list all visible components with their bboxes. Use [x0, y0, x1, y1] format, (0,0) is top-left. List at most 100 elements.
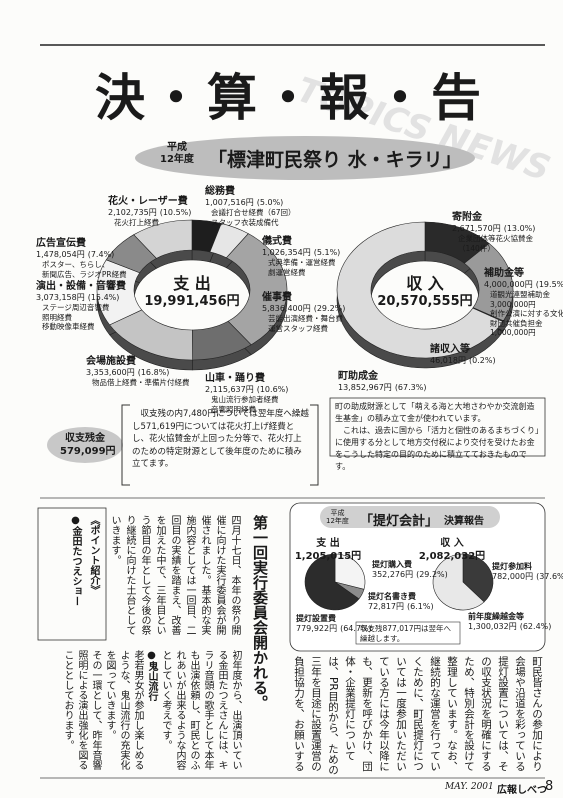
note-line: 町の助成財源として「萌える海と大地さわやか交流創造生基金」の積み立て金が使われて…	[335, 402, 535, 423]
item-amount-line: 352,276円 (29.2%)	[372, 570, 448, 580]
title: 決・算・報・告	[95, 68, 487, 127]
chart-label: 支 出	[316, 538, 340, 549]
item-percent: (7.4%)	[87, 250, 115, 259]
remark-box	[355, 621, 461, 645]
paragraph: 初年度から、出演頂いている金田たつえさんには、キラリ音頭の歌手として本年も出演依…	[160, 650, 241, 770]
item-name: 提灯設置費	[296, 614, 336, 623]
item-note: 3,000,000円	[490, 299, 536, 309]
item-note: 道観光連盟補助金	[490, 290, 550, 299]
item-note: スタッフ衣装成備代	[211, 217, 279, 227]
lantern-title: 「提灯会計」	[360, 514, 439, 529]
slice-label: 催事費 5,836,400円 (29.2%) 芸能出演経費・舞台費 運営スタッフ経費	[262, 292, 345, 333]
lantern-box	[289, 502, 546, 652]
item-note: 鬼山流行参加者経費	[211, 395, 279, 404]
item-name: 補助金等	[484, 268, 524, 279]
item-percent: (29.2%)	[416, 570, 448, 579]
balance-bg	[47, 427, 123, 463]
item-note: 創作公演に対する文化	[490, 309, 563, 318]
item-note: ポスター、ちらし、	[42, 260, 110, 269]
item-percent: (0.2%)	[469, 356, 496, 365]
item-amount: 3,353,600円	[86, 368, 135, 377]
slice	[432, 553, 485, 611]
balance-amount: 579,099円	[60, 446, 116, 457]
item-amount-line: 779,922円 (64.7%)	[296, 624, 372, 634]
item-amount-line: 13,852,967円 (67.3%)	[338, 383, 426, 393]
item-amount-line: 1,478,054円 (7.4%)	[36, 250, 127, 260]
item-amount: 352,276円	[372, 570, 414, 579]
slice	[462, 553, 494, 603]
item-name: 儀式費	[262, 236, 292, 247]
chart-total: 2,082,032円	[418, 551, 486, 562]
footer-page: 8	[545, 779, 554, 794]
era: 平成	[330, 509, 345, 517]
chart-label: 収 入	[440, 538, 464, 549]
body: 四月十七日、本年の祭り開催に向けた実行委員会が開催されました。基本的な実施内容と…	[110, 515, 240, 635]
item-percent: (13.0%)	[503, 224, 536, 233]
item-amount: 13,852,967円	[338, 383, 392, 392]
item-percent: (37.6%)	[536, 572, 563, 581]
body2: 初年度から、出演頂いている金田たつえさんには、キラリ音頭の歌手として本年も出演依…	[40, 650, 242, 776]
item-name: 会場施設費	[86, 356, 136, 367]
note-box	[329, 397, 546, 457]
item-amount-line: 4,000,000円(19.5%)	[484, 280, 563, 290]
slice-label: 寄附金 2,671,570円 (13.0%) 企業団体等花火協賛金 （140件）	[452, 212, 535, 253]
item-amount: 3,073,158円	[36, 293, 85, 302]
point-item: ●金田たつえショー	[70, 515, 81, 606]
item-note: 会議打合せ経費（67回）	[211, 208, 296, 217]
item-name: 山車・踊り費	[205, 373, 265, 384]
item-name: 花火・レーザー費	[108, 196, 188, 207]
lantern-text: 町民皆さんの参加により会場や沿道を彩っている提灯設置については、その収支状況を明…	[293, 656, 543, 775]
item-percent: (5.1%)	[313, 248, 341, 257]
item-amount: 779,922円	[296, 624, 338, 633]
balance: 収支残金 579,099円	[60, 432, 116, 458]
era: 平成	[166, 142, 187, 153]
item-amount: 1,007,516円	[205, 198, 254, 207]
slice-label: 総務費 1,007,516円 (5.0%) 会議打合せ経費（67回） スタッフ衣装成備代	[205, 186, 296, 227]
banner-name: 「標津町民祭り 水・キラリ」	[208, 149, 462, 171]
slice	[133, 219, 193, 259]
chart-total: 1,205,015円	[294, 551, 362, 562]
paragraph: 老若男女が参加し楽しめるような、鬼山流行の充実化を図っていきます。	[104, 650, 143, 770]
lantern-suffix: 決算報告	[444, 516, 484, 527]
note: 町の助成財源として「萌える海と大地さわやか交流創造生基金」の積み立て金が使われて…	[335, 401, 540, 473]
item-amount-line: 1,026,354円 (5.1%)	[262, 248, 340, 258]
item-percent: (62.4%)	[519, 622, 552, 631]
lantern-era: 平成 12年度	[326, 509, 349, 525]
bracket	[310, 404, 319, 486]
item-percent: (10.6%)	[256, 385, 289, 394]
item-amount: 2,115,637円	[205, 385, 254, 394]
banner-era: 平成 12年度	[160, 142, 194, 166]
item-percent: (16.8%)	[137, 368, 170, 377]
item-name: 提灯参加料	[492, 562, 532, 571]
bracket	[121, 404, 130, 486]
item-amount: 2,102,735円	[108, 208, 157, 217]
item-amount-line: 72,817円 (6.1%)	[368, 602, 434, 612]
slice-label: 前年度繰越金等 1,300,032円 (62.4%)	[468, 612, 551, 632]
item-percent: (29.2%)	[313, 304, 346, 313]
chart-total: 20,570,555円	[377, 294, 473, 309]
lantern-title-bg	[320, 506, 500, 528]
slice	[336, 221, 504, 359]
item-percent: (6.1%)	[407, 602, 434, 611]
item-amount-line: 3,073,158円 (15.4%)	[36, 293, 126, 303]
slice-label: 山車・踊り費 2,115,637円 (10.6%) 鬼山流行参加者経費 音響照明経費	[205, 373, 288, 414]
item-amount-line: 1,007,516円 (5.0%)	[205, 198, 296, 208]
footer-date: MAY. 2001	[445, 782, 494, 792]
slice	[304, 553, 360, 611]
slice-label: 演出・設備・音響費 3,073,158円 (15.4%) ステージ周辺音響費 照明経費移…	[36, 281, 126, 332]
item-note: 企業団体等花火協賛金	[458, 234, 533, 243]
year: 12年度	[326, 517, 349, 525]
item-note: 物品借上経費・準備片付経費	[92, 378, 190, 387]
item-amount-line: 1,300,032円 (62.4%)	[468, 622, 551, 632]
slice-label: 町助成金 13,852,967円 (67.3%)	[338, 371, 426, 393]
item-amount-line: 5,836,400円 (29.2%)	[262, 304, 345, 314]
point: 《ポイント紹介》 ●金田たつえショー	[42, 515, 102, 640]
item-name: 提灯購入費	[372, 560, 412, 569]
item-amount: 1,300,032円	[468, 622, 517, 631]
item-note: 移動映像車経費	[42, 322, 95, 331]
balance-label: 収支残金	[65, 433, 105, 444]
item-percent: (64.7%)	[340, 624, 372, 633]
item-amount: 4,000,000円	[484, 280, 533, 289]
slice-label: 提灯名書き費 72,817円 (6.1%)	[368, 592, 434, 612]
